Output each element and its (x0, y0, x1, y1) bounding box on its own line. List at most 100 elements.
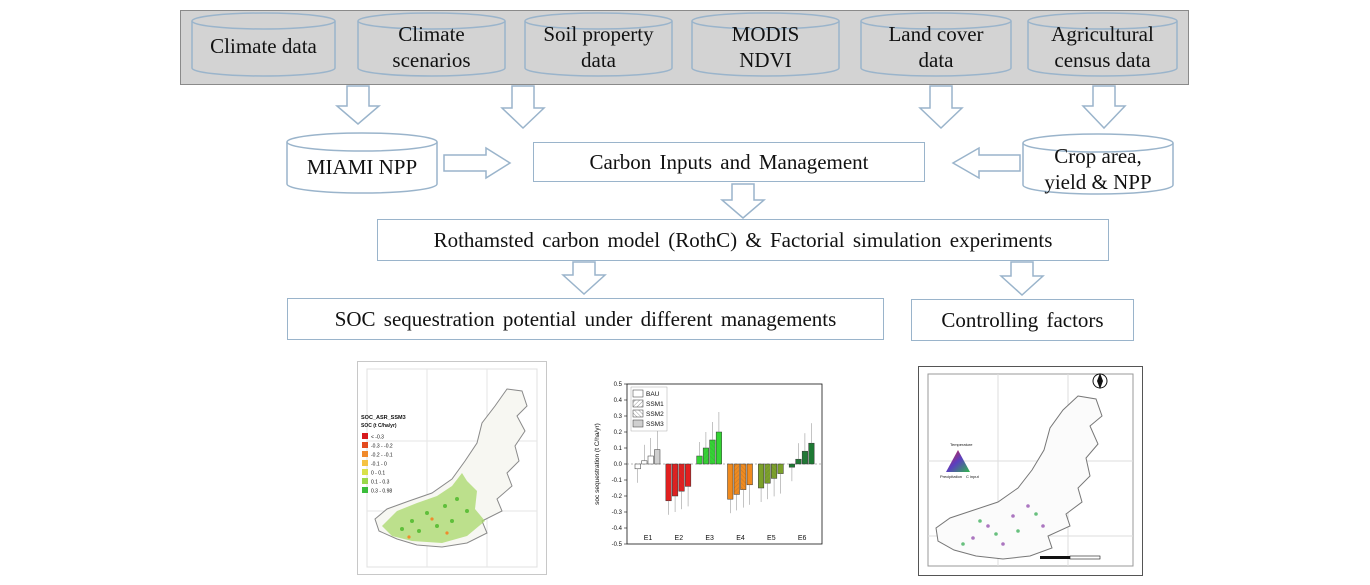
legend-swatch (632, 399, 644, 408)
controlling-factors-map: Temperature Precipitation C input (918, 366, 1143, 576)
bar (808, 442, 815, 465)
bar-hatch (703, 448, 709, 464)
bar (727, 463, 734, 500)
crop-area-line-1: Crop area, (1054, 144, 1142, 168)
source-label-line: MODIS (731, 22, 800, 46)
y-tick-label: 0.0 (614, 462, 623, 468)
x-category-label: E2 (675, 535, 684, 542)
source-label-line: data (581, 48, 616, 72)
bar-hatch (771, 464, 777, 479)
soc-sequestration-chart: -0.5 -0.4 -0.3 -0.2 -0.1 0.0 0.1 0.2 0.3 0.4 0.5 so… (594, 382, 823, 548)
down-arrow-landcover-to-carbon (918, 85, 964, 130)
soc-map-legend-subtitle: SOC (t C/ha/yr) (361, 423, 397, 429)
legend-swatch (362, 433, 368, 439)
bar (665, 463, 672, 502)
x-category-label: E6 (798, 535, 807, 542)
source-label-line: Climate data (210, 34, 317, 58)
down-arrow-climate-to-miami (334, 85, 382, 125)
source-cylinder-agricultural-census-data: Agricultural census data (1027, 12, 1178, 78)
rothc-label: Rothamsted carbon model (RothC) & Factor… (433, 227, 1053, 252)
miami-npp-label: MIAMI NPP (306, 155, 418, 179)
legend-swatch (362, 478, 368, 484)
crop-area-line-2: yield & NPP (1044, 170, 1152, 194)
legend-swatch (362, 469, 368, 475)
bar (758, 463, 765, 489)
bar (685, 463, 692, 487)
controlling-factors-box: Controlling factors (911, 299, 1134, 341)
controlling-factors-map-panel: Temperature Precipitation C input (918, 366, 1143, 576)
source-label-line: NDVI (739, 48, 792, 72)
legend-label: SSM2 (646, 411, 664, 418)
down-arrow-rothc-to-soc (561, 261, 607, 296)
x-category-label: E3 (705, 535, 714, 542)
y-tick-label: 0.5 (614, 382, 623, 388)
source-cylinder-climate-data: Climate data (191, 12, 336, 78)
legend-label: 0.1 - 0.3 (371, 480, 390, 486)
source-cylinder-land-cover-data: Land cover data (860, 12, 1012, 78)
legend-swatch (632, 389, 644, 398)
bar (696, 455, 703, 465)
soc-potential-label: SOC sequestration potential under differ… (334, 306, 837, 331)
source-label-agricultural-census-data: Agricultural census data (1027, 21, 1178, 73)
source-label-land-cover-data: Land cover data (860, 21, 1012, 73)
x-category-label: E5 (767, 535, 776, 542)
source-label-line: census data (1054, 48, 1151, 72)
legend-label: -0.3 - -0.2 (371, 444, 393, 450)
source-label-modis-ndvi: MODIS NDVI (691, 21, 840, 73)
bar (715, 431, 722, 465)
bar-hatch (672, 464, 678, 496)
legend-label: 0 - 0.1 (371, 471, 385, 477)
bar-hatch (709, 440, 716, 464)
y-tick-label: 0.1 (614, 446, 623, 452)
carbon-inputs-label: Carbon Inputs and Management (589, 149, 869, 174)
soc-potential-box: SOC sequestration potential under differ… (287, 298, 884, 340)
legend-swatch (632, 409, 644, 418)
legend-swatch (632, 419, 644, 428)
legend-label: SSM1 (646, 401, 664, 408)
legend-swatch (362, 460, 368, 466)
down-arrow-census-to-crop (1081, 85, 1127, 130)
source-cylinder-climate-scenarios: Climate scenarios (357, 12, 506, 78)
north-arrow-icon (1092, 373, 1108, 389)
source-cylinder-soil-property-data: Soil property data (524, 12, 673, 78)
legend-label: < -0.3 (371, 435, 384, 441)
bar-hatch (802, 451, 808, 464)
legend-label: -0.1 - 0 (371, 462, 387, 468)
legend-swatch (362, 487, 368, 493)
y-tick-label: -0.1 (612, 478, 623, 484)
bar (647, 455, 654, 465)
bar (788, 463, 795, 468)
legend-label: SSM3 (646, 421, 664, 428)
source-label-climate-data: Climate data (191, 33, 336, 59)
bar-hatch (764, 464, 771, 484)
soc-sequestration-chart-panel: -0.5 -0.4 -0.3 -0.2 -0.1 0.0 0.1 0.2 0.3 0.4 0.5 so… (585, 378, 835, 568)
controlling-factors-label: Controlling factors (941, 307, 1104, 332)
source-cylinder-modis-ndvi: MODIS NDVI (691, 12, 840, 78)
y-tick-label: -0.2 (612, 494, 623, 500)
bar (634, 463, 641, 470)
source-label-line: Land cover (888, 22, 984, 46)
legend-swatch (362, 442, 368, 448)
bar-hatch (734, 464, 740, 495)
ternary-legend: Temperature Precipitation C input (940, 442, 980, 479)
y-tick-label: -0.5 (612, 542, 623, 548)
source-label-line: Agricultural (1051, 22, 1154, 46)
y-tick-label: 0.2 (614, 430, 623, 436)
data-sources-band (180, 10, 1189, 85)
legend-label: 0.3 - 0.98 (371, 489, 392, 495)
green-cropland-area (382, 473, 485, 543)
bar (777, 463, 784, 474)
down-arrow-rothc-to-controlling (999, 261, 1045, 297)
y-tick-label: -0.3 (612, 510, 623, 516)
triangle-top-label: Temperature (950, 442, 973, 447)
x-category-label: E1 (644, 535, 653, 542)
source-label-climate-scenarios: Climate scenarios (357, 21, 506, 73)
x-category-label: E4 (736, 535, 745, 542)
source-label-line: data (918, 48, 954, 72)
soc-map-legend-title: SOC_ASR_SSM3 (361, 415, 406, 421)
rothc-box: Rothamsted carbon model (RothC) & Factor… (377, 219, 1109, 261)
down-arrow-scenarios-to-carbon (500, 85, 546, 130)
y-tick-label: -0.4 (612, 526, 623, 532)
region-outline-right (935, 395, 1103, 560)
